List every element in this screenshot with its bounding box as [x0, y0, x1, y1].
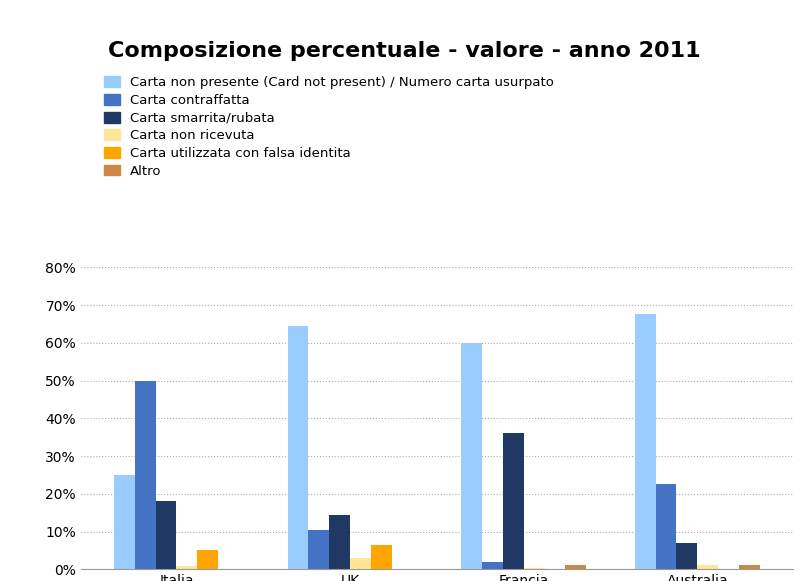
Bar	[350, 558, 371, 569]
Text: Composizione percentuale - valore - anno 2011: Composizione percentuale - valore - anno…	[108, 41, 701, 60]
Bar	[655, 485, 676, 569]
Bar	[176, 566, 197, 569]
Bar	[371, 545, 392, 569]
Bar	[135, 381, 155, 569]
Bar	[114, 475, 135, 569]
Bar	[197, 551, 218, 569]
Bar	[635, 314, 655, 569]
Bar	[697, 565, 718, 569]
Bar	[287, 326, 308, 569]
Bar	[461, 343, 482, 569]
Legend: Carta non presente (Card not present) / Numero carta usurpato, Carta contraffatt: Carta non presente (Card not present) / …	[104, 76, 554, 178]
Bar	[739, 565, 760, 569]
Bar	[329, 515, 350, 569]
Bar	[308, 530, 329, 569]
Bar	[676, 543, 697, 569]
Bar	[523, 568, 544, 569]
Bar	[565, 565, 587, 569]
Bar	[482, 562, 503, 569]
Bar	[503, 433, 523, 569]
Bar	[155, 501, 176, 569]
